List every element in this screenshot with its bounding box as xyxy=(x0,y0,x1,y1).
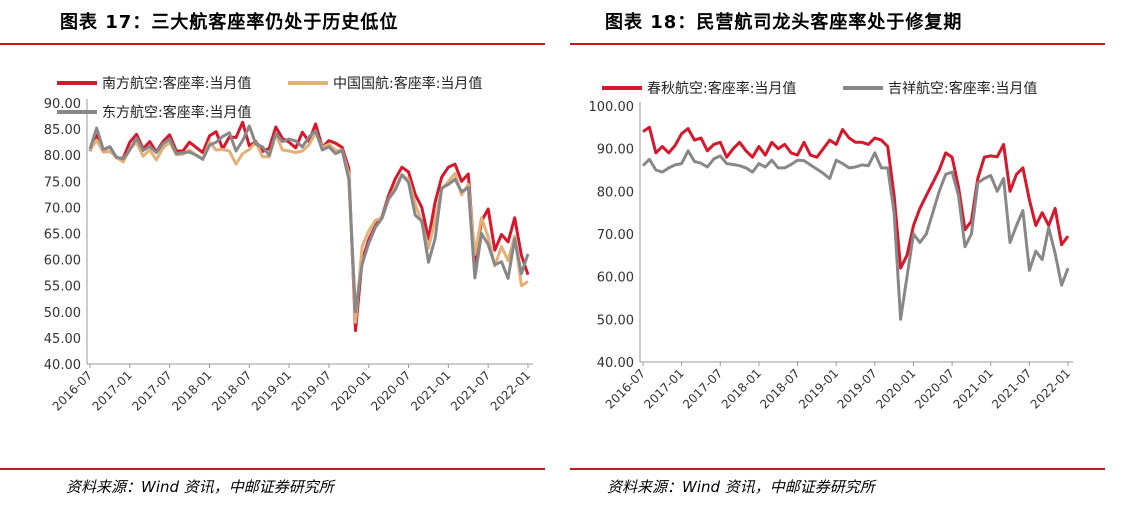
y-tick-label: 80.00 xyxy=(44,149,81,164)
y-tick-label: 60.00 xyxy=(44,254,81,269)
x-tick-label: 2021-07 xyxy=(448,368,493,413)
title-rule xyxy=(570,43,1105,45)
y-tick-label: 40.00 xyxy=(597,356,634,371)
title-rule xyxy=(0,43,545,45)
legend-label: 南方航空:客座率:当月值 xyxy=(102,75,251,92)
x-tick-label: 2019-07 xyxy=(835,366,880,411)
y-tick-label: 40.00 xyxy=(44,358,81,373)
x-tick-label: 2018-01 xyxy=(719,366,764,411)
x-tick-label: 2021-01 xyxy=(950,366,995,411)
source-note: 资料来源：Wind 资讯，中邮证券研究所 xyxy=(66,478,334,496)
chart-18-plot: 40.00 50.00 60.00 70.00 80.00 90.00 100.00 2016… xyxy=(589,80,1074,412)
x-tick-label: 2020-01 xyxy=(328,368,373,413)
series-line xyxy=(641,149,1070,321)
source-rule xyxy=(570,468,1105,470)
y-tick-label: 90.00 xyxy=(44,97,81,112)
figure-title: 图表 18：民营航司龙头客座率处于修复期 xyxy=(605,12,963,33)
y-tick-label: 60.00 xyxy=(597,271,634,286)
y-tick-label: 65.00 xyxy=(44,228,81,243)
source-rule xyxy=(0,468,545,470)
y-tick-label: 45.00 xyxy=(44,332,81,347)
x-tick-label: 2019-07 xyxy=(289,368,334,413)
y-tick-label: 75.00 xyxy=(44,175,81,190)
x-tick-label: 2022-01 xyxy=(1028,366,1073,411)
y-tick-label: 70.00 xyxy=(597,228,634,243)
x-tick-label: 2018-07 xyxy=(757,366,802,411)
x-tick-label: 2022-01 xyxy=(488,368,533,413)
x-tick-label: 2018-01 xyxy=(169,368,214,413)
x-tick-label: 2020-07 xyxy=(368,368,413,413)
series-line xyxy=(642,125,1070,270)
x-tick-label: 2020-01 xyxy=(873,366,918,411)
y-tick-label: 50.00 xyxy=(44,306,81,321)
x-tick-label: 2021-01 xyxy=(408,368,453,413)
x-tick-label: 2017-01 xyxy=(641,366,686,411)
chart-17-plot: 40.00 45.00 50.00 55.00 60.00 65.00 70.00 75.00… xyxy=(44,75,533,414)
x-tick-label: 2017-07 xyxy=(129,368,174,413)
y-tick-label: 85.00 xyxy=(44,123,81,138)
series-line xyxy=(88,124,530,314)
series-line xyxy=(88,120,530,333)
x-tick-label: 2016-07 xyxy=(603,366,648,411)
legend-label: 东方航空:客座率:当月值 xyxy=(102,104,251,121)
chart-panel-17: 图表 17：三大航客座率仍处于历史低位 40.00 45.00 50.00 55.00… xyxy=(0,0,550,505)
x-tick-label: 2017-07 xyxy=(680,366,725,411)
x-tick-label: 2018-07 xyxy=(209,368,254,413)
legend-label: 春秋航空:客座率:当月值 xyxy=(647,80,796,97)
y-tick-label: 50.00 xyxy=(597,313,634,328)
source-note: 资料来源：Wind 资讯，中邮证券研究所 xyxy=(607,478,875,496)
y-tick-label: 80.00 xyxy=(597,185,634,200)
figure-title: 图表 17：三大航客座率仍处于历史低位 xyxy=(60,12,399,33)
legend-label: 吉祥航空:客座率:当月值 xyxy=(888,80,1037,97)
x-tick-label: 2019-01 xyxy=(249,368,294,413)
y-tick-label: 90.00 xyxy=(597,143,634,158)
x-tick-label: 2019-01 xyxy=(796,366,841,411)
y-tick-label: 55.00 xyxy=(44,280,81,295)
chart-panel-18: 图表 18：民营航司龙头客座率处于修复期 40.00 50.00 60.00 70.0… xyxy=(570,0,1105,505)
y-tick-label: 70.00 xyxy=(44,201,81,216)
legend-label: 中国国航:客座率:当月值 xyxy=(333,75,482,92)
x-tick-label: 2021-07 xyxy=(989,366,1034,411)
series-line xyxy=(88,131,529,324)
y-tick-label: 100.00 xyxy=(589,100,635,115)
x-tick-label: 2020-07 xyxy=(912,366,957,411)
x-tick-label: 2016-07 xyxy=(50,368,95,413)
x-tick-label: 2017-01 xyxy=(90,368,135,413)
